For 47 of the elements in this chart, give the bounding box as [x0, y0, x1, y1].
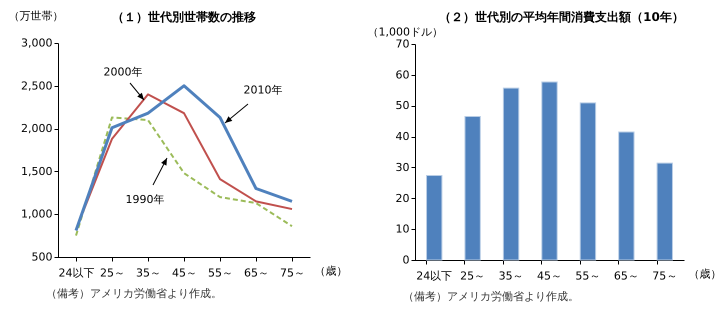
- text: （備考）アメリカ労働省より作成。: [403, 290, 579, 303]
- y-tick-label: 2,000: [21, 122, 52, 136]
- x-tick-label: 45～: [172, 266, 197, 280]
- y-tick-label: 0: [402, 254, 410, 266]
- x-tick-label: 35～: [136, 266, 161, 280]
- bar: [618, 131, 635, 260]
- y-tick-label: 10: [396, 222, 410, 236]
- chart-title: （１）世代別世帯数の推移: [112, 10, 256, 24]
- y-tick-label: 20: [396, 192, 410, 205]
- x-tick-label: 65～: [614, 270, 639, 282]
- bar: [541, 81, 558, 260]
- x-tick-label: 45～: [537, 270, 562, 282]
- y-tick-label: 1,000: [21, 208, 52, 221]
- x-axis-title: （歳）: [314, 264, 348, 278]
- bar: [580, 102, 596, 260]
- x-tick-label: 65～: [244, 266, 269, 280]
- y-tick-label: 3,000: [21, 36, 52, 50]
- bar: [656, 162, 673, 260]
- series-label: 2000年: [104, 65, 142, 78]
- y-axis-title: （万世帯）: [8, 10, 64, 22]
- bar: [426, 174, 442, 260]
- y-axis-title: （1,000ドル）: [368, 26, 443, 38]
- chart-title: （２）世代別の平均年間消費支出額（10年）: [439, 10, 684, 24]
- x-tick-label: 24以下: [416, 270, 452, 282]
- x-tick-label: 25～: [460, 270, 486, 282]
- x-tick-label: 75～: [652, 270, 678, 282]
- x-tick-label: 24以下: [58, 266, 94, 280]
- y-tick-label: 40: [396, 130, 410, 144]
- y-tick-label: 70: [396, 38, 410, 50]
- x-axis-title: （歳）: [688, 268, 718, 280]
- y-tick-label: 2,500: [21, 79, 52, 92]
- x-tick-label: 25～: [100, 266, 125, 280]
- y-tick-label: 50: [396, 99, 410, 112]
- x-tick-label: 55～: [575, 270, 600, 282]
- line-series: [75, 116, 293, 237]
- y-tick-label: 1,500: [21, 164, 52, 178]
- x-tick-label: 75～: [280, 266, 305, 280]
- text: 1990年: [126, 193, 164, 206]
- text: 2010年: [244, 83, 282, 96]
- bar: [502, 88, 520, 260]
- y-tick-label: 30: [396, 160, 410, 174]
- text: （備考）アメリカ労働省より作成。: [46, 287, 222, 300]
- x-tick-label: 55～: [208, 266, 233, 280]
- y-tick-label: 60: [396, 68, 410, 82]
- x-tick-label: 35～: [498, 270, 524, 282]
- y-tick-label: 500: [32, 250, 52, 264]
- bar: [464, 116, 481, 260]
